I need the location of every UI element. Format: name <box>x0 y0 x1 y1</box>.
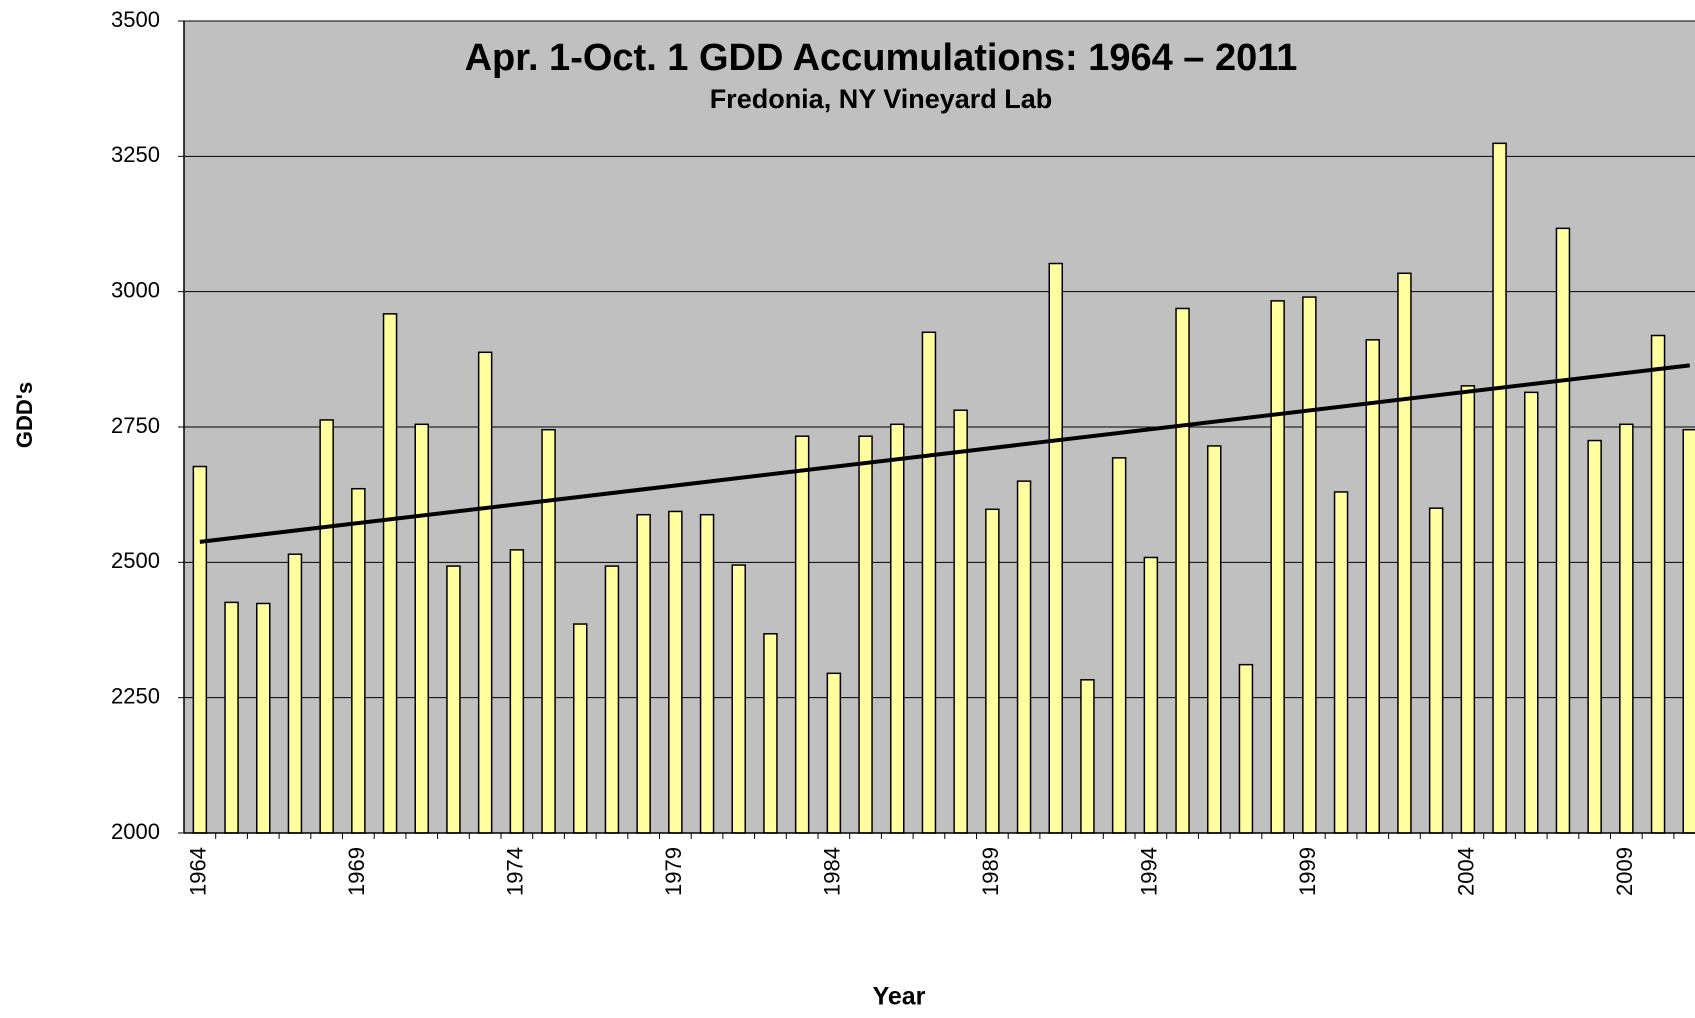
bar <box>1460 385 1476 834</box>
bar <box>1207 445 1222 834</box>
bar <box>1619 423 1634 834</box>
bar <box>192 465 208 834</box>
bar <box>699 513 715 834</box>
bar <box>1524 391 1539 834</box>
bar <box>1016 480 1032 834</box>
bar <box>1492 142 1507 834</box>
bar <box>319 419 334 834</box>
bar <box>1238 663 1254 834</box>
x-tick-label: 1984 <box>820 847 845 896</box>
x-tick-label: 1974 <box>503 847 528 896</box>
bar <box>477 351 493 834</box>
bar <box>1682 428 1695 834</box>
bar <box>509 549 525 834</box>
bar <box>953 409 968 834</box>
x-tick-label: 1964 <box>186 847 211 896</box>
bar <box>1302 296 1317 834</box>
bar <box>1270 300 1285 834</box>
bar <box>224 601 239 834</box>
y-tick-label: 2750 <box>111 413 160 438</box>
bar <box>1365 339 1380 834</box>
bar <box>794 435 810 834</box>
x-tick-label: 2009 <box>1612 847 1637 896</box>
y-tick-label: 2250 <box>111 683 160 708</box>
bar <box>763 633 778 834</box>
bar <box>1111 457 1127 834</box>
bar <box>1048 262 1063 834</box>
chart-subtitle: Fredonia, NY Vineyard Lab <box>710 84 1053 114</box>
bar <box>731 564 746 834</box>
y-tick-label: 3000 <box>111 277 160 302</box>
x-axis-label: Year <box>873 983 926 1011</box>
chart-title: Apr. 1-Oct. 1 GDD Accumulations: 1964 – … <box>465 37 1298 79</box>
x-tick-label: 1979 <box>661 847 686 896</box>
bar <box>1175 307 1190 834</box>
bar <box>287 553 303 834</box>
bar <box>382 313 398 834</box>
bar <box>1428 507 1444 834</box>
y-tick-label: 2000 <box>111 819 160 844</box>
y-axis-label: GDD's <box>12 382 37 448</box>
y-tick-label: 3500 <box>111 7 160 32</box>
bar <box>541 428 556 834</box>
x-tick-label: 2004 <box>1454 847 1479 896</box>
bar <box>1650 334 1666 834</box>
bar <box>446 565 461 834</box>
bar <box>636 513 651 834</box>
bar <box>414 423 429 834</box>
x-tick-label: 1969 <box>344 847 369 896</box>
bar <box>256 602 271 834</box>
bar <box>351 487 366 834</box>
bar <box>985 508 1000 834</box>
trend-line <box>199 363 1690 544</box>
bar <box>1143 556 1159 834</box>
bar <box>890 423 905 834</box>
bar <box>826 672 842 834</box>
x-tick-label: 1989 <box>978 847 1003 896</box>
x-tick-label: 1994 <box>1137 847 1162 896</box>
bar <box>1587 439 1602 834</box>
bar <box>1555 227 1571 834</box>
bar <box>858 435 873 834</box>
bar <box>573 623 588 834</box>
y-tick-label: 2500 <box>111 548 160 573</box>
x-tick-label: 1999 <box>1295 847 1320 896</box>
bar <box>604 565 620 834</box>
bar <box>1397 272 1412 834</box>
bar <box>1080 679 1095 834</box>
bar <box>668 510 683 834</box>
y-tick-label: 3250 <box>111 142 160 167</box>
bar <box>1333 491 1349 834</box>
bar <box>921 331 937 834</box>
